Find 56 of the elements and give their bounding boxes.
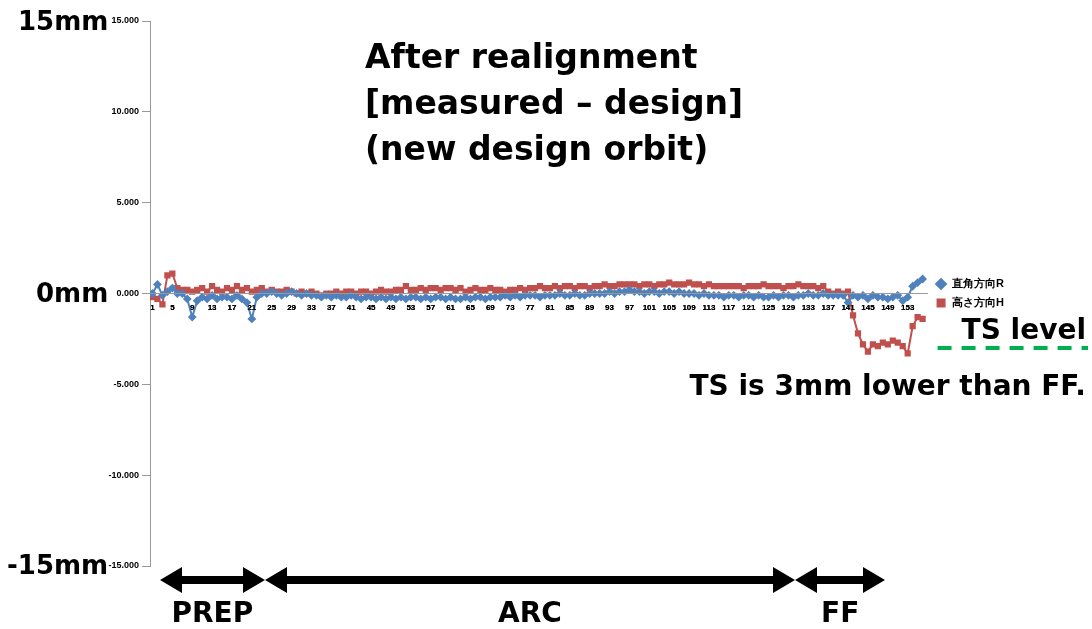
x-tick-label: 77 [525, 302, 536, 312]
y-tick-label: 15.000 [111, 15, 139, 26]
x-tick-label: 137 [821, 302, 836, 312]
x-tick-label: 153 [901, 302, 915, 312]
x-tick-label: 57 [426, 302, 436, 312]
x-tick-label: 41 [346, 302, 357, 312]
x-tick-label: 65 [466, 302, 476, 312]
x-tick-label: 61 [446, 302, 456, 312]
x-tick-label: 13 [207, 302, 218, 312]
x-tick-label: 149 [881, 302, 896, 312]
x-tick-label: 145 [861, 302, 876, 312]
x-tick-label: 105 [662, 302, 677, 312]
x-tick-label: 5 [170, 302, 176, 312]
x-tick-label: 113 [702, 302, 716, 312]
x-tick-label: 37 [326, 302, 337, 312]
x-tick-label: 21 [247, 302, 257, 312]
x-tick-label: 101 [642, 302, 657, 312]
y-tick-label: 0.000 [116, 287, 139, 298]
text: ARC [498, 596, 562, 629]
ref-line-label: TS level [961, 313, 1086, 347]
x-tick-label: 1 [150, 302, 156, 312]
x-tick-label: 9 [190, 302, 195, 312]
y-tick-label: 10.000 [111, 106, 139, 117]
text: 15mm [18, 6, 109, 36]
x-tick-label: 89 [585, 302, 595, 312]
text: After realignment [measured – design] (new design orbit) [365, 36, 745, 170]
x-tick-label: 29 [287, 302, 297, 312]
y-tick-label: -5.000 [113, 378, 139, 389]
text: PREP [171, 596, 254, 629]
x-tick-label: 17 [227, 302, 237, 312]
y-tick-label: -15.000 [108, 560, 139, 571]
text: -15mm [7, 550, 109, 580]
x-tick-label: 53 [406, 302, 416, 312]
x-tick-label: 33 [307, 302, 317, 312]
x-tick-label: 73 [505, 302, 516, 312]
x-tick-label: 121 [742, 302, 756, 312]
x-tick-label: 97 [625, 302, 635, 312]
text: FF [821, 596, 860, 629]
x-tick-label: 133 [801, 302, 816, 312]
x-tick-label: 49 [386, 302, 396, 312]
x-tick-label: 25 [267, 302, 277, 312]
y-tick-label: 5.000 [116, 197, 139, 208]
x-tick-label: 81 [545, 302, 555, 312]
x-tick-label: 45 [366, 302, 377, 312]
legend-label: 高さ方向H [952, 296, 1005, 309]
x-tick-label: 129 [781, 302, 796, 312]
annotation: TS is 3mm lower than FF. [689, 369, 1086, 402]
y-tick-label: -10.000 [108, 469, 139, 480]
x-tick-label: 125 [761, 302, 776, 312]
x-tick-label: 93 [605, 302, 615, 312]
x-tick-label: 85 [565, 302, 575, 312]
x-tick-label: 117 [722, 302, 736, 312]
text: 0mm [36, 278, 109, 308]
x-tick-label: 109 [682, 302, 697, 312]
x-tick-label: 69 [485, 302, 496, 312]
legend-label: 直角方向R [951, 277, 1005, 290]
